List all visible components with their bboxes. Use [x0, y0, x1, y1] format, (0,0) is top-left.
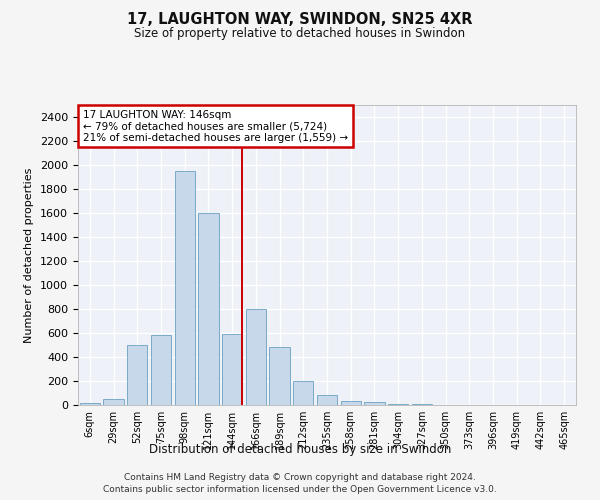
Bar [222, 334, 242, 405]
Bar [246, 309, 266, 405]
Bar [80, 402, 100, 405]
Text: Contains HM Land Registry data © Crown copyright and database right 2024.: Contains HM Land Registry data © Crown c… [124, 472, 476, 482]
Bar [412, 404, 432, 405]
Text: Contains public sector information licensed under the Open Government Licence v3: Contains public sector information licen… [103, 485, 497, 494]
Bar [341, 402, 361, 405]
Text: Size of property relative to detached houses in Swindon: Size of property relative to detached ho… [134, 28, 466, 40]
Bar [269, 348, 290, 405]
Bar [388, 404, 408, 405]
Bar [103, 399, 124, 405]
Bar [151, 336, 171, 405]
Bar [127, 345, 148, 405]
Bar [199, 213, 218, 405]
Bar [293, 381, 313, 405]
Bar [317, 396, 337, 405]
Bar [175, 171, 195, 405]
Y-axis label: Number of detached properties: Number of detached properties [25, 168, 34, 342]
Text: Distribution of detached houses by size in Swindon: Distribution of detached houses by size … [149, 442, 451, 456]
Bar [364, 402, 385, 405]
Text: 17 LAUGHTON WAY: 146sqm
← 79% of detached houses are smaller (5,724)
21% of semi: 17 LAUGHTON WAY: 146sqm ← 79% of detache… [83, 110, 348, 142]
Text: 17, LAUGHTON WAY, SWINDON, SN25 4XR: 17, LAUGHTON WAY, SWINDON, SN25 4XR [127, 12, 473, 28]
